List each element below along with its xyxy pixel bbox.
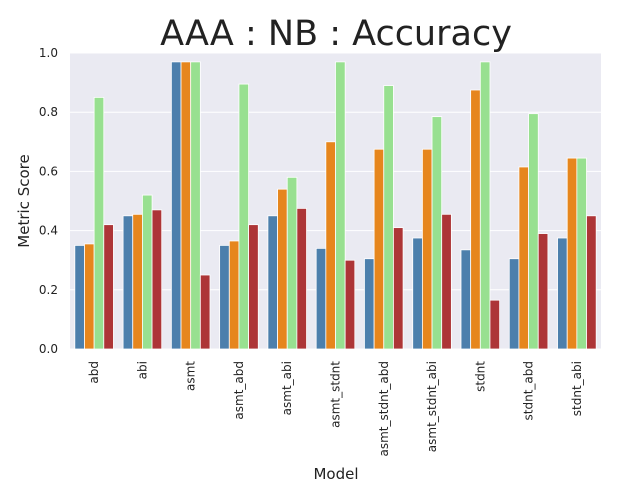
- x-tick-label: stdnt_abd: [522, 361, 536, 420]
- bar-abd-3: [103, 224, 114, 350]
- bar-stdnt_abd-1: [518, 166, 529, 350]
- bar-stdnt-0: [460, 249, 472, 350]
- bar-asmt_stdnt-3: [344, 259, 356, 350]
- bar-asmt_abd-0: [219, 244, 230, 350]
- bar-abd-2: [93, 97, 105, 350]
- bar-abi-1: [132, 213, 143, 350]
- bar-stdnt_abd-2: [528, 113, 539, 350]
- y-tick-labels: 0.0 0.2 0.4 0.6 0.8 1.0: [39, 46, 58, 356]
- bar-asmt_abi-1: [277, 188, 288, 350]
- bar-asmt_stdnt_abd-1: [373, 148, 385, 350]
- bar-asmt-1: [180, 61, 192, 350]
- x-axis-label: Model: [313, 465, 358, 483]
- x-tick-label: asmt: [184, 361, 198, 391]
- bar-abi-0: [122, 215, 134, 350]
- bar-asmt_abi-0: [267, 215, 278, 350]
- bar-asmt_stdnt_abi-3: [441, 213, 452, 350]
- bar-stdnt_abd-0: [508, 258, 520, 350]
- bar-asmt-2: [190, 61, 201, 350]
- bar-stdnt-1: [470, 89, 481, 350]
- bar-stdnt_abi-1: [566, 157, 578, 350]
- bar-asmt_stdnt_abi-2: [431, 116, 443, 350]
- bars: [74, 61, 597, 350]
- bar-asmt_stdnt_abi-0: [412, 237, 423, 350]
- bar-asmt_abi-3: [296, 207, 307, 350]
- y-tick-label: 0.6: [39, 164, 58, 178]
- bar-abd-0: [74, 244, 85, 350]
- bar-asmt-0: [170, 61, 182, 350]
- bar-asmt_stdnt_abd-2: [383, 85, 394, 350]
- y-tick-label: 0.8: [39, 105, 58, 119]
- bar-abi-3: [151, 209, 163, 350]
- bar-asmt_stdnt_abd-3: [393, 227, 404, 350]
- y-tick-label: 0.2: [39, 283, 58, 297]
- bar-asmt-3: [199, 274, 211, 350]
- bar-stdnt_abd-3: [537, 233, 549, 350]
- x-tick-labels: abd abi asmt asmt_abd asmt_abi asmt_stdnt asmt…: [87, 361, 584, 457]
- y-tick-label: 0.4: [39, 224, 58, 238]
- bar-asmt_abd-3: [248, 224, 259, 350]
- y-axis-label: Metric Score: [15, 154, 33, 247]
- x-tick-label: asmt_abi: [280, 361, 294, 415]
- bar-stdnt-3: [489, 299, 501, 350]
- bar-asmt_abd-1: [228, 240, 240, 350]
- bar-asmt_stdnt-2: [335, 61, 346, 350]
- bar-stdnt_abi-0: [557, 237, 568, 350]
- bar-asmt_stdnt-0: [315, 247, 327, 350]
- bar-asmt_stdnt-1: [325, 141, 336, 350]
- bar-abi-2: [142, 194, 153, 350]
- bar-stdnt_abi-2: [576, 157, 587, 350]
- x-tick-label: abd: [87, 361, 101, 384]
- x-tick-label: stdnt_abi: [570, 361, 584, 416]
- bar-asmt_abd-2: [238, 83, 250, 350]
- x-tick-label: abi: [135, 361, 149, 379]
- x-tick-label: asmt_abd: [232, 361, 246, 420]
- bar-stdnt_abi-3: [586, 215, 597, 350]
- x-tick-label: asmt_stdnt: [329, 361, 343, 428]
- x-tick-label: asmt_stdnt_abi: [425, 361, 439, 452]
- x-tick-label: asmt_stdnt_abd: [377, 361, 391, 456]
- bar-stdnt-2: [479, 61, 491, 350]
- bar-asmt_stdnt_abd-0: [364, 258, 375, 350]
- x-tick-label: stdnt: [473, 361, 487, 392]
- bar-asmt_abi-2: [286, 176, 298, 350]
- bar-asmt_stdnt_abi-1: [421, 148, 433, 350]
- y-tick-label: 1.0: [39, 46, 58, 60]
- bar-abd-1: [84, 243, 95, 350]
- y-tick-label: 0.0: [39, 342, 58, 356]
- chart-title: AAA : NB : Accuracy: [160, 14, 512, 54]
